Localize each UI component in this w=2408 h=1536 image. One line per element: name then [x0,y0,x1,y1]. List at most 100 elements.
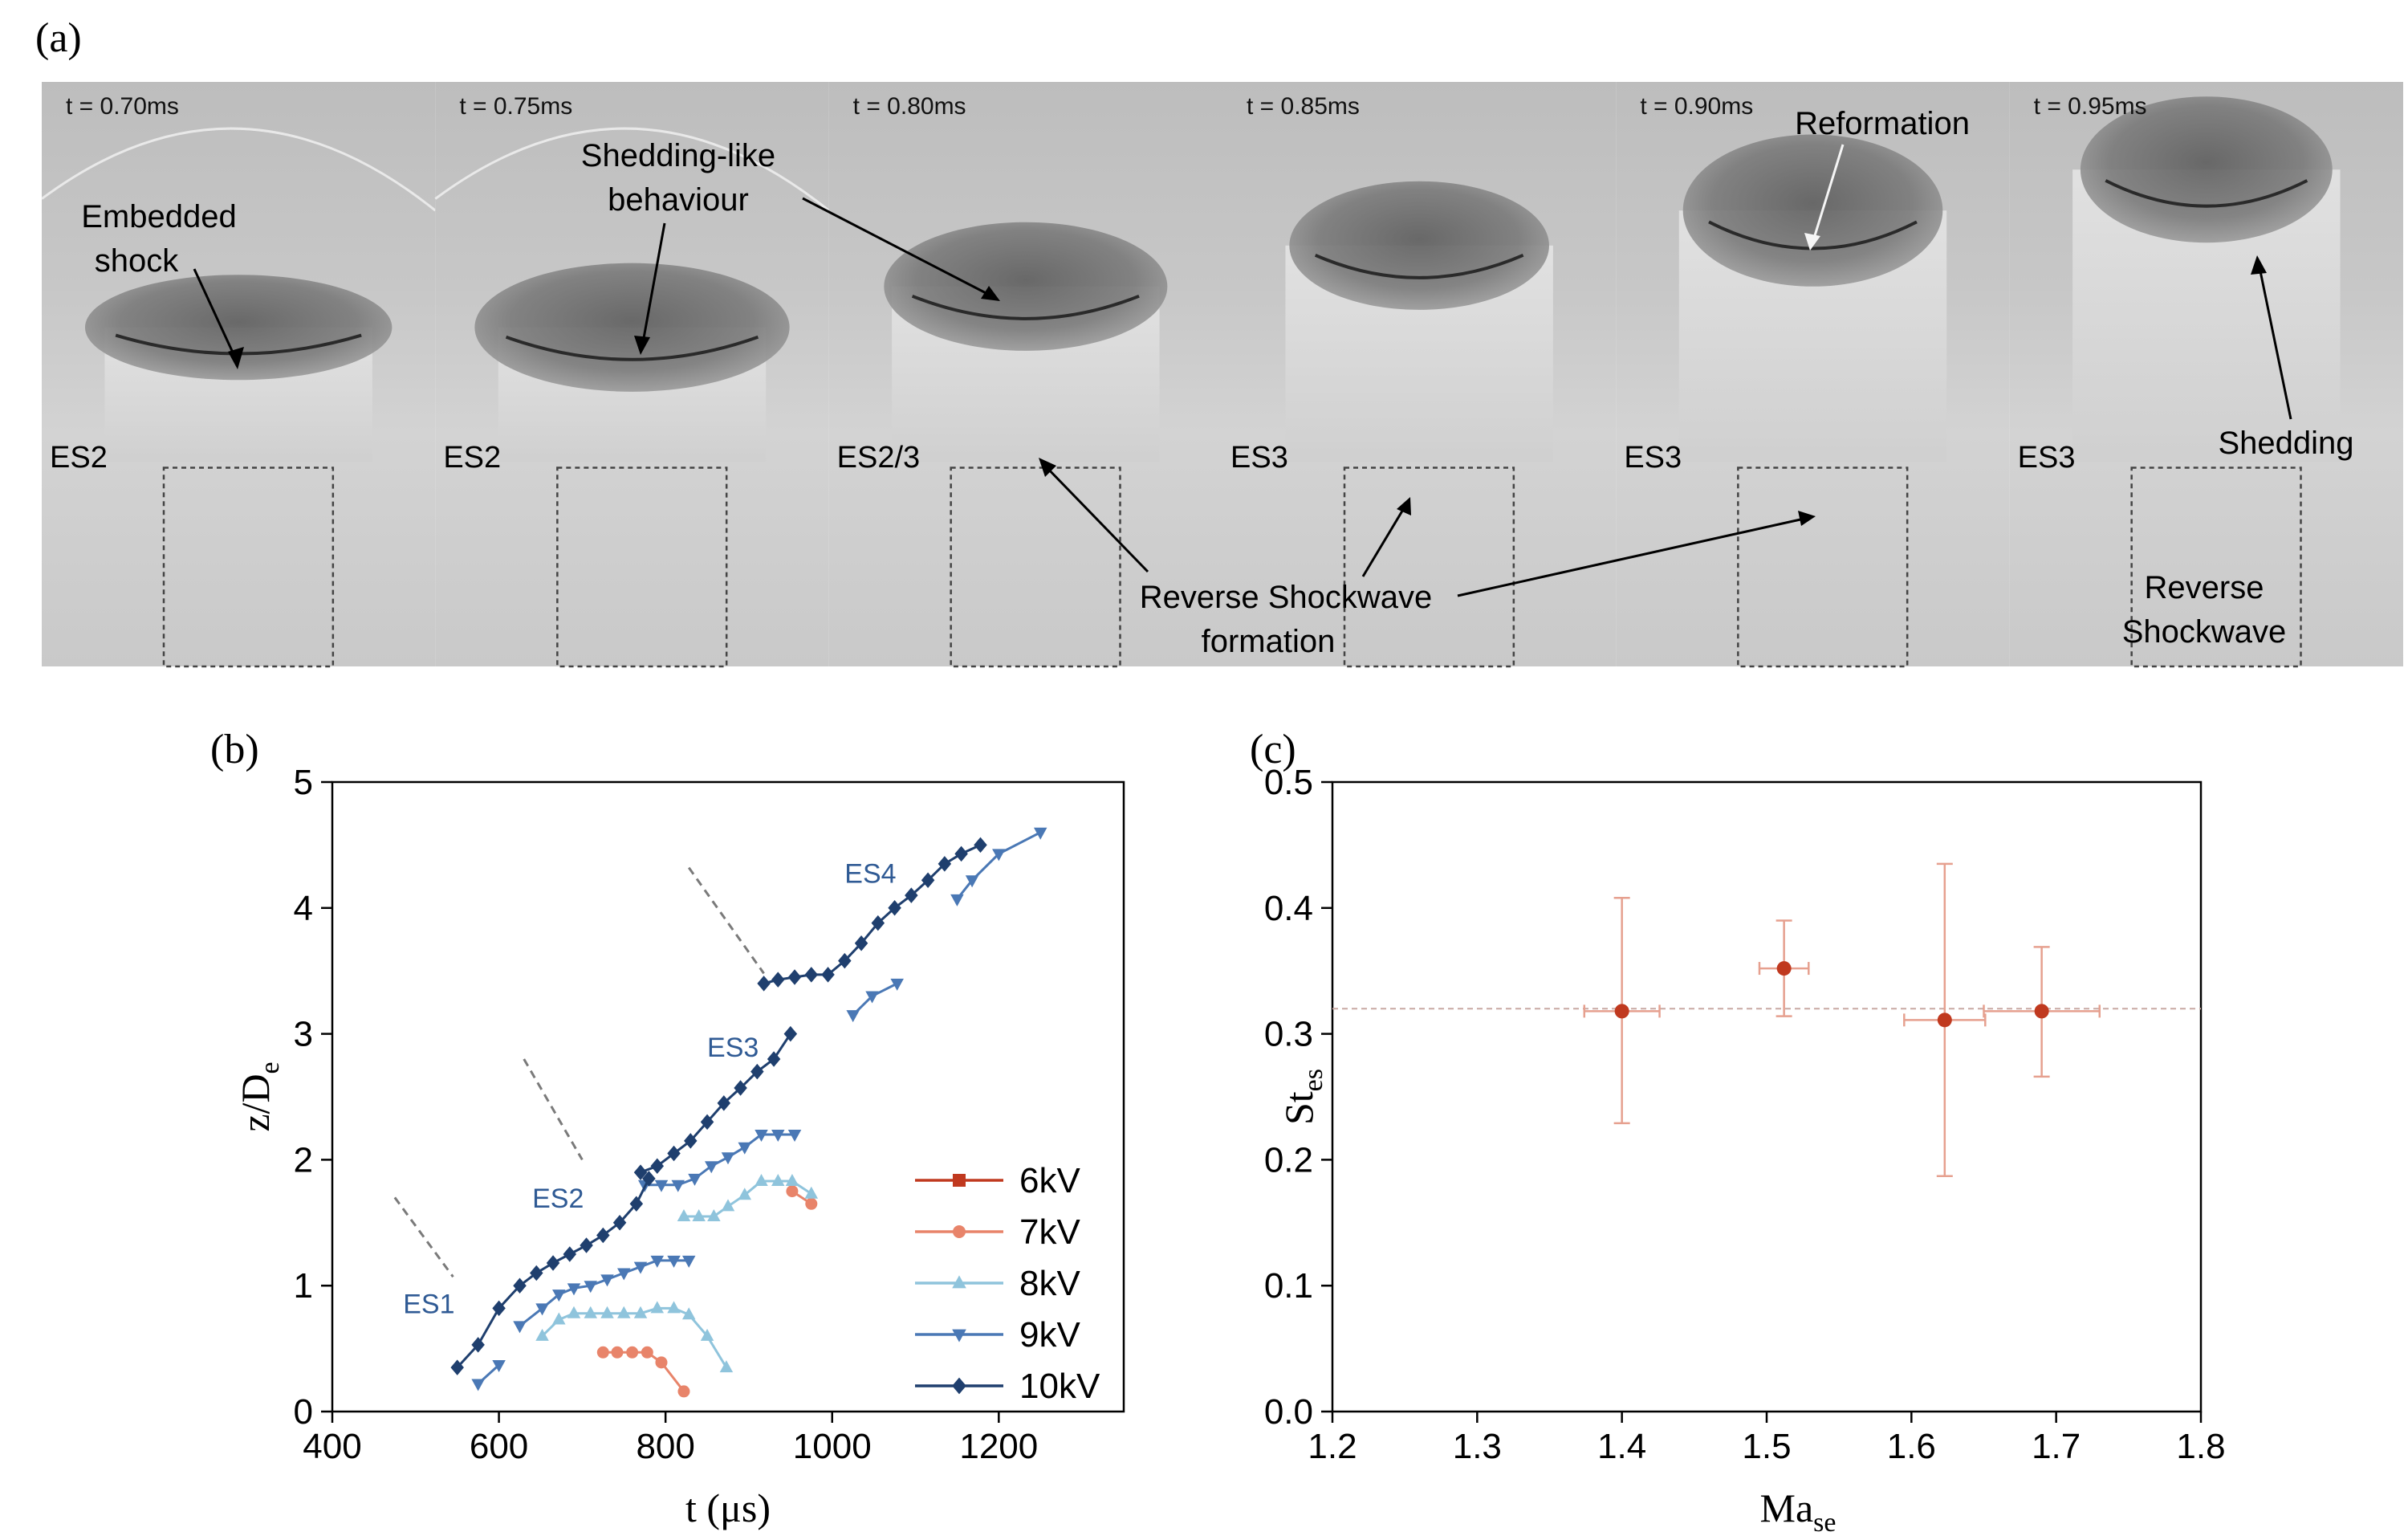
chart-b-regime-label: ES2 [532,1184,584,1214]
chart-b-data-point [567,1283,581,1296]
chart-b-series-10kV [450,837,987,1375]
frame-time-label: t = 0.70ms [66,93,179,120]
chart-b-data-point [785,1174,799,1187]
arrowhead-reverse-formation-3 [1798,511,1816,526]
chart-b-data-point [650,1301,665,1314]
chart-c-data-point [1776,961,1792,976]
embedded-shock-curve [911,294,1140,320]
chart-c-data-point-group [1983,946,2101,1078]
chart-b-data-point [492,1359,506,1372]
plume-core [884,222,1168,351]
chart-b-data-point [750,1063,764,1080]
chart-b-data-point [688,1173,702,1186]
chart-b-series-line [852,982,898,1017]
chart-b-data-point [767,1051,781,1067]
chart-c-data-point-group [1758,919,1810,1017]
chart-c-x-tick-label: 1.8 [2176,1427,2225,1466]
chart-b-data-point [700,1114,714,1131]
dashed-region-box [1343,467,1515,668]
chart-b-data-point [719,1360,734,1373]
arrowhead-shedding-like-2 [981,286,1000,301]
chart-b-data-point [513,1321,527,1334]
panel-c-label: (c) [1250,727,1296,772]
annotation-reverse-shockwave-line2: Shockwave [2122,614,2287,650]
embedded-shock-curve [505,335,759,361]
arrow-reverse-formation-3 [1457,516,1808,597]
chart-b-data-point [838,952,852,969]
chart-b-data-point [563,1246,577,1262]
chart-b-data-point [738,1142,752,1155]
chart-b-data-point [492,1300,506,1317]
chart-c-y-tick-label: 0.1 [1264,1266,1313,1306]
chart-b-y-tick-label: 4 [294,889,313,928]
chart-b-regime-guide-line [393,1196,454,1278]
chart-b-legend-label: 10kV [1019,1367,1100,1406]
chart-b-legend-marker [952,1275,966,1289]
chart-b-data-point [771,972,785,988]
plume-core [474,263,790,392]
chart-b-regime-label: ES3 [707,1033,759,1063]
arrowhead-shedding-like-1 [634,336,650,355]
chart-b-data-point [617,1268,631,1281]
chart-c-x-tick-label: 1.2 [1308,1427,1357,1466]
dashed-region-box [950,467,1121,668]
embedded-shock-curve [1708,220,1918,251]
chart-b-legend-marker [952,1377,966,1395]
chart-b-series-8kV [535,1174,819,1373]
chart-c-data-point [2034,1004,2049,1019]
chart-b-data-point [938,856,952,872]
frame-time-label: t = 0.85ms [1247,93,1360,120]
arrow-shedding-like-2 [802,197,995,299]
chart-c-y-tick-label: 0.0 [1264,1392,1313,1432]
chart-b-y-tick-label: 1 [294,1266,313,1306]
frame-time-label: t = 0.80ms [853,93,966,120]
chart-c-x-tick-label: 1.3 [1453,1427,1502,1466]
chart-b-data-point [684,1133,698,1149]
plume-core [1682,134,1943,287]
chart-b-legend-label: 8kV [1019,1264,1080,1303]
chart-b-data-point [667,1301,681,1314]
annotation-reformation: Reformation [1795,106,1970,141]
arrowhead-shedding [2251,255,2267,275]
chart-b-x-tick-label: 600 [470,1427,528,1466]
frame-regime-label: ES2 [443,441,501,475]
chart-c-data-point [1937,1012,1952,1028]
chart-b-data-point [738,1188,752,1200]
chart-b-data-point [771,1130,785,1143]
plume-core [1289,181,1549,310]
schlieren-image-strip: t = 0.70ms ES2 t = 0.75ms ES2 t = 0.80ms ES2/… [41,82,2403,668]
chart-b-data-point [992,849,1006,862]
chart-b-data-point [629,1196,644,1212]
chart-b-data-point [717,1095,731,1111]
chart-b-data-point [692,1208,706,1221]
dashed-region-box [1737,467,1909,668]
chart-b-data-point [450,1359,464,1375]
chart-c-plot-frame [1331,780,2203,1413]
chart-b-x-tick-label: 1000 [793,1427,872,1466]
schlieren-frame: t = 0.80ms ES2/3 [828,82,1222,668]
chart-c: Mase Stes 1.2 1.3 1.4 1.5 1.6 1.7 1.8 0.0 0.1 0.2… [1264,763,2226,1536]
chart-b-data-point [677,1385,690,1398]
arrow-shedding [2257,263,2292,420]
chart-b-data-point [707,1208,721,1221]
chart-b-data-point [654,1180,669,1192]
chart-c-x-axis-label: Mase [1760,1485,1837,1536]
arrowhead-embedded-shock [228,347,244,369]
chart-b-data-point [965,875,979,888]
chart-b-data-point [641,1346,653,1359]
chart-b-series-9kV [471,827,1047,1391]
embedded-shock-curve [2105,179,2308,208]
chart-b-data-point [677,1208,691,1221]
chart-b-data-point [535,1328,549,1341]
chart-b-series-line [645,1133,795,1187]
arrowhead-reformation [1804,233,1820,251]
chart-b-data-point [804,1186,819,1199]
chart-b-data-point [617,1306,631,1318]
chart-b-data-point [596,1346,609,1359]
chart-c-x-tick-label: 1.7 [2032,1427,2081,1466]
chart-b-data-point [600,1306,614,1318]
chart-b-data-point [755,1174,768,1187]
chart-b: t (μs) z/De 400 600 800 1000 1200 0 1 2 3 4 5 ES1 ES… [233,763,1125,1530]
arrow-shedding-like-1 [641,222,666,348]
